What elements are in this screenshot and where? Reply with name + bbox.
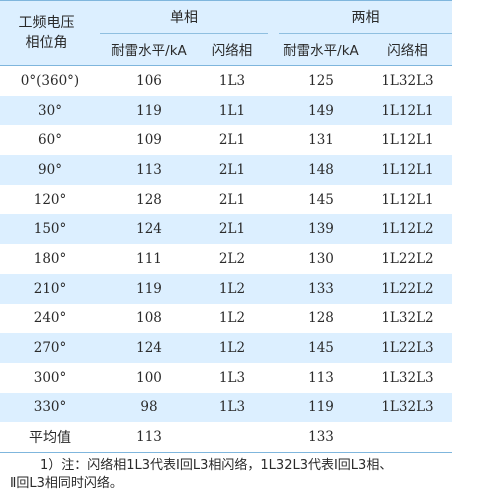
footnote-line2: Ⅱ回L3相同时闪络。 — [10, 476, 123, 491]
footnote-line1: 1）注：闪络相1L3代表Ⅰ回L3相闪络，1L32L3代表Ⅰ回L3相、 — [40, 458, 393, 473]
cell-phase-angle: 150° — [33, 221, 67, 238]
cell-phase-angle: 240° — [33, 310, 67, 327]
cell-single-flashover: 1L2 — [218, 280, 246, 297]
cell-single-withstand: 119 — [136, 280, 162, 297]
header-single-phase: 单相 — [100, 1, 268, 34]
cell-single-flashover: 1L3 — [218, 72, 246, 89]
cell-double-withstand: 119 — [308, 399, 334, 416]
header-phase-angle-line1: 工频电压 — [18, 15, 75, 31]
cell-double-flashover: 1L12L1 — [381, 161, 434, 178]
cell-double-withstand: 133 — [308, 429, 334, 446]
table-row: 330° 98 1L3 119 1L32L3 — [0, 392, 452, 423]
cell-single-flashover: 1L2 — [218, 310, 246, 327]
header-double-flashover: 闪络相 — [387, 43, 428, 59]
cell-double-flashover: 1L32L2 — [381, 310, 434, 327]
cell-double-flashover: 1L12L2 — [381, 221, 434, 238]
table-body: 0°(360°) 106 1L3 125 1L32L3 30° 119 1L1 149 1L12L… — [0, 66, 452, 453]
cell-single-flashover: 1L3 — [218, 399, 246, 416]
header-double-withstand: 耐雷水平/kA — [283, 43, 359, 59]
cell-single-withstand: 119 — [136, 102, 162, 119]
cell-single-flashover: 2L1 — [218, 161, 246, 178]
lightning-table: 工频电压 相位角 单相 两相 耐雷水平/kA 闪络相 耐雷水平/kA 闪络相 0… — [0, 0, 452, 453]
cell-single-withstand: 124 — [136, 221, 162, 238]
cell-single-flashover: 1L1 — [218, 102, 246, 119]
cell-double-withstand: 125 — [308, 72, 334, 89]
table-row: 60° 109 2L1 131 1L12L1 — [0, 125, 452, 155]
cell-double-withstand: 145 — [308, 191, 334, 208]
table-row: 120° 128 2L1 145 1L12L1 — [0, 185, 452, 215]
cell-phase-angle: 60° — [38, 132, 62, 149]
cell-double-flashover: 1L12L1 — [381, 132, 434, 149]
cell-double-withstand: 131 — [308, 132, 334, 149]
cell-single-withstand: 128 — [136, 191, 162, 208]
table-header: 工频电压 相位角 单相 两相 耐雷水平/kA 闪络相 耐雷水平/kA 闪络相 — [0, 0, 452, 66]
cell-phase-angle: 270° — [33, 340, 67, 357]
table-row: 0°(360°) 106 1L3 125 1L32L3 — [0, 66, 452, 96]
table-row: 240° 108 1L2 128 1L32L2 — [0, 304, 452, 334]
table-footnote: 1）注：闪络相1L3代表Ⅰ回L3相闪络，1L32L3代表Ⅰ回L3相、 Ⅱ回L3相… — [0, 457, 495, 493]
cell-single-flashover: 1L2 — [218, 340, 246, 357]
cell-double-flashover: 1L22L2 — [381, 250, 434, 267]
cell-single-withstand: 109 — [136, 132, 162, 149]
cell-phase-angle: 330° — [33, 399, 67, 416]
cell-double-withstand: 148 — [308, 161, 334, 178]
cell-single-flashover: 1L3 — [218, 369, 246, 386]
cell-single-withstand: 113 — [136, 429, 162, 446]
cell-single-flashover: 2L1 — [218, 221, 246, 238]
cell-double-flashover — [363, 422, 452, 452]
cell-phase-angle: 300° — [33, 369, 67, 386]
cell-single-withstand: 98 — [140, 399, 158, 416]
cell-single-withstand: 106 — [136, 72, 162, 89]
cell-phase-angle: 120° — [33, 191, 67, 208]
table-row: 270° 124 1L2 145 1L22L3 — [0, 333, 452, 363]
cell-double-flashover: 1L22L2 — [381, 280, 434, 297]
cell-single-withstand: 111 — [136, 250, 162, 267]
header-phase-angle: 工频电压 相位角 — [0, 1, 93, 65]
table-row: 180° 111 2L2 130 1L22L2 — [0, 244, 452, 274]
header-phase-angle-line2: 相位角 — [25, 35, 68, 51]
table-row-average: 平均值 113 133 — [0, 422, 452, 452]
cell-double-withstand: 139 — [308, 221, 334, 238]
cell-double-flashover: 1L32L3 — [381, 399, 434, 416]
cell-single-flashover: 2L1 — [218, 191, 246, 208]
cell-single-flashover: 2L1 — [218, 132, 246, 149]
header-single-withstand: 耐雷水平/kA — [111, 43, 187, 59]
cell-single-withstand: 113 — [136, 161, 162, 178]
cell-phase-angle: 0°(360°) — [20, 72, 80, 89]
cell-double-flashover: 1L32L3 — [381, 369, 434, 386]
cell-double-withstand: 133 — [308, 280, 334, 297]
table-row: 90° 113 2L1 148 1L12L1 — [0, 155, 452, 185]
cell-phase-angle: 30° — [38, 102, 62, 119]
cell-single-flashover — [196, 422, 268, 452]
cell-double-withstand: 128 — [308, 310, 334, 327]
cell-single-withstand: 108 — [136, 310, 162, 327]
cell-single-flashover: 2L2 — [218, 250, 246, 267]
cell-phase-angle: 90° — [38, 161, 62, 178]
cell-double-flashover: 1L22L3 — [381, 340, 434, 357]
table-row: 30° 119 1L1 149 1L12L1 — [0, 95, 452, 126]
header-two-phase: 两相 — [279, 1, 452, 34]
cell-phase-angle: 180° — [33, 250, 67, 267]
cell-phase-angle: 平均值 — [29, 430, 71, 447]
cell-single-withstand: 100 — [136, 369, 162, 386]
cell-double-flashover: 1L12L1 — [381, 102, 434, 119]
cell-phase-angle: 210° — [33, 280, 67, 297]
cell-double-withstand: 145 — [308, 340, 334, 357]
cell-double-flashover: 1L32L3 — [381, 72, 434, 89]
cell-single-withstand: 124 — [136, 340, 162, 357]
cell-double-withstand: 130 — [308, 250, 334, 267]
cell-double-withstand: 113 — [308, 369, 334, 386]
header-single-flashover: 闪络相 — [211, 43, 253, 59]
table-row: 150° 124 2L1 139 1L12L2 — [0, 214, 452, 245]
cell-double-withstand: 149 — [308, 102, 334, 119]
cell-double-flashover: 1L12L1 — [381, 191, 434, 208]
table-row: 300° 100 1L3 113 1L32L3 — [0, 363, 452, 393]
table-row: 210° 119 1L2 133 1L22L2 — [0, 273, 452, 304]
